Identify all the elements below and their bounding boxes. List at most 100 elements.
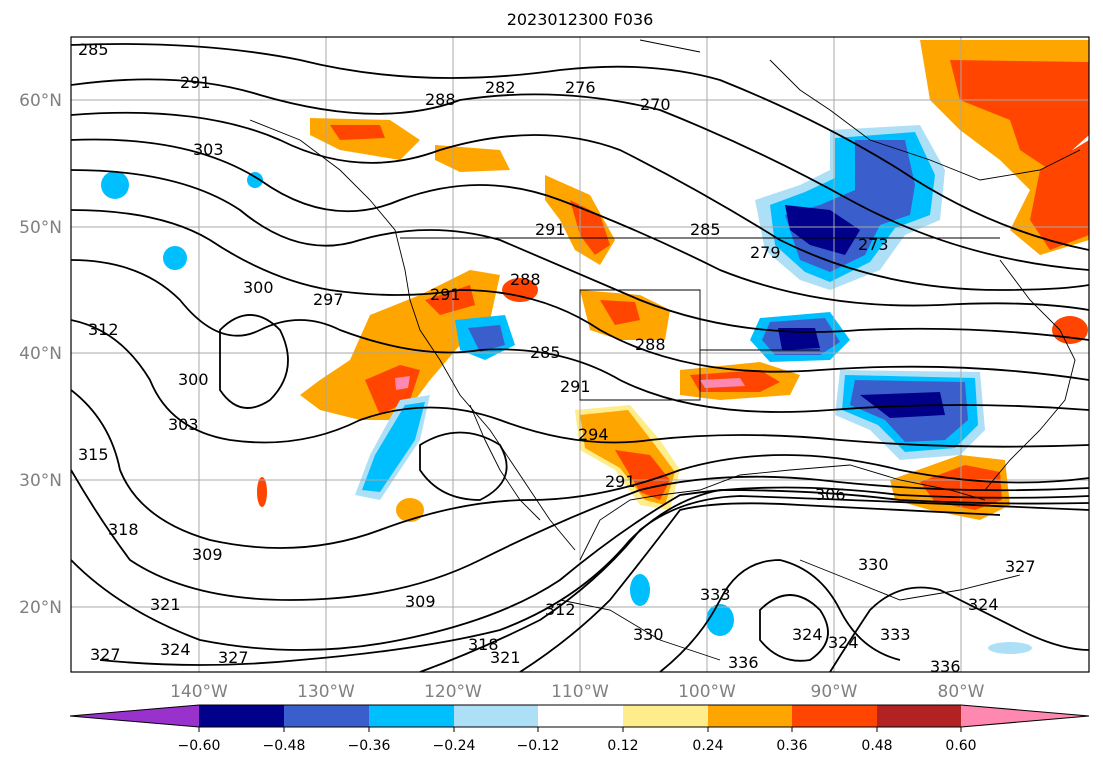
contour-label: 330	[858, 555, 889, 574]
colorbar-tick-label: −0.48	[263, 738, 306, 754]
colorbar-tick-label: 0.12	[607, 738, 638, 754]
contour-label: 324	[160, 640, 191, 659]
colorbar-ticks	[198, 727, 962, 732]
contour-label: 327	[90, 645, 121, 664]
shade-blob-3	[247, 172, 263, 188]
colorbar-segment	[454, 705, 538, 727]
contour-label: 291	[180, 73, 211, 92]
contour-label: 285	[690, 220, 721, 239]
shade-gb-blue	[468, 325, 505, 352]
lon-label: 100°W	[678, 682, 736, 702]
contour-label: 303	[193, 140, 224, 159]
shade-blob-5	[396, 498, 424, 522]
shade-texas-red	[615, 450, 670, 500]
contour-label: 279	[750, 243, 781, 262]
lon-label: 80°W	[938, 682, 985, 702]
contour-label: 303	[168, 415, 199, 434]
contour-label: 288	[425, 90, 456, 109]
contour-label: 282	[485, 78, 516, 97]
shade-co-red	[600, 300, 640, 325]
lat-label: 60°N	[19, 91, 62, 111]
lon-label: 120°W	[424, 682, 482, 702]
contour-label: 318	[468, 635, 499, 654]
shade-midwest-navy	[778, 328, 820, 350]
shade-baja-cyan	[362, 402, 425, 492]
figure-title: 2023012300 F036	[507, 10, 654, 29]
contour-label: 336	[930, 657, 961, 676]
contour-label: 318	[108, 520, 139, 539]
shaded-field	[101, 40, 1089, 654]
contour-label: 333	[700, 585, 731, 604]
map-panel: 285 291 288 282 276 270 303 291 285 279 …	[70, 36, 1090, 676]
contour-label: 315	[78, 445, 109, 464]
contour-label: 324	[792, 625, 823, 644]
contour-label: 309	[192, 545, 223, 564]
contour-label: 324	[828, 633, 859, 652]
colorbar-segment	[369, 705, 454, 727]
contour-label: 291	[430, 285, 461, 304]
colorbar-segment	[708, 705, 792, 727]
contour-label: 324	[968, 595, 999, 614]
contour-label: 291	[535, 220, 566, 239]
colorbar-tick-labels: −0.60 −0.48 −0.36 −0.24 −0.12 0.12 0.24 …	[178, 738, 977, 754]
shade-ca-pink	[395, 376, 410, 390]
graticule	[71, 37, 1089, 672]
contour-label: 276	[565, 78, 596, 97]
colorbar-tick-label: −0.60	[178, 738, 221, 754]
shade-blob-1	[101, 171, 129, 199]
shade-ne-red	[950, 60, 1089, 170]
shade-blob-2	[163, 246, 187, 270]
lat-label: 40°N	[19, 344, 62, 364]
shade-blob-7	[630, 574, 650, 606]
contour-label: 330	[633, 625, 664, 644]
lon-label: 90°W	[811, 682, 858, 702]
lon-label: 110°W	[551, 682, 609, 702]
colorbar-tick-label: −0.36	[348, 738, 391, 754]
colorbar-segment	[623, 705, 708, 727]
colorbar-tick-label: −0.24	[433, 738, 476, 754]
colorbar-segment	[538, 705, 623, 727]
shade-blob-4	[257, 477, 267, 507]
contour-labels: 285 291 288 282 276 270 303 291 285 279 …	[78, 40, 1036, 676]
colorbar-extend-low	[70, 705, 199, 727]
shade-blob-9	[502, 278, 538, 302]
contour-label: 300	[243, 278, 274, 297]
shade-bc2-orange	[435, 145, 510, 172]
contour-label: 306	[815, 485, 846, 504]
contour-label: 312	[88, 320, 119, 339]
colorbar-segment	[877, 705, 961, 727]
contour-label: 291	[560, 377, 591, 396]
shade-se-navy	[860, 392, 945, 418]
contour-label: 300	[178, 370, 209, 389]
contour-label: 288	[635, 335, 666, 354]
colorbar-tick-label: 0.60	[945, 738, 976, 754]
colorbar-segment	[199, 705, 284, 727]
coastlines	[249, 39, 1081, 661]
lon-label: 130°W	[297, 682, 355, 702]
shade-canada-navy	[785, 205, 860, 255]
colorbar-tick-label: 0.48	[861, 738, 892, 754]
contour-label: 327	[1005, 557, 1036, 576]
colorbar: −0.60 −0.48 −0.36 −0.24 −0.12 0.12 0.24 …	[69, 704, 1090, 754]
contour-label: 285	[530, 343, 561, 362]
map-frame	[70, 36, 1090, 673]
contour-label: 333	[880, 625, 911, 644]
contour-label: 327	[218, 648, 249, 667]
colorbar-segment	[284, 705, 369, 727]
contour-label: 273	[858, 235, 889, 254]
contour-label: 336	[728, 653, 759, 672]
colorbar-tick-label: −0.12	[517, 738, 560, 754]
contour-label: 309	[405, 592, 436, 611]
contour-label: 288	[510, 270, 541, 289]
longitude-labels: 140°W 130°W 120°W 110°W 100°W 90°W 80°W	[170, 682, 985, 702]
shade-bc-red	[330, 125, 385, 140]
contour-label: 297	[313, 290, 344, 309]
contour-lines	[71, 43, 1089, 672]
shade-blob-8	[988, 642, 1032, 654]
contour-label: 312	[545, 600, 576, 619]
contour-label: 321	[490, 648, 521, 667]
lon-label: 140°W	[170, 682, 228, 702]
lat-label: 30°N	[19, 471, 62, 491]
contour-label: 270	[640, 95, 671, 114]
